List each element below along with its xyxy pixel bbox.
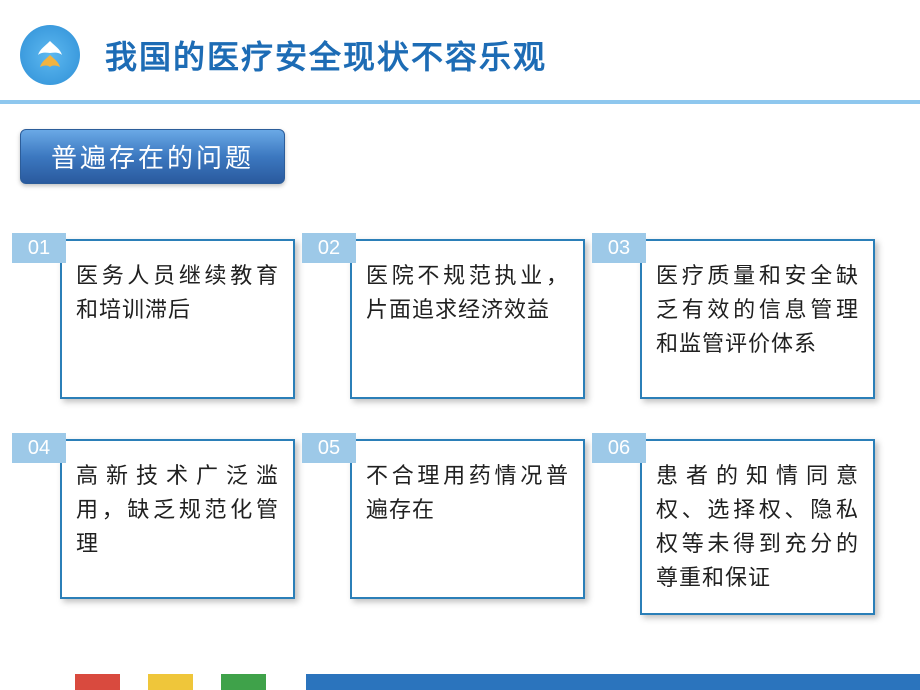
card-text: 医疗质量和安全缺乏有效的信息管理和监管评价体系: [640, 239, 875, 399]
card-number: 03: [592, 233, 646, 263]
footer-yellow: [148, 674, 193, 690]
header: 我国的医疗安全现状不容乐观: [0, 0, 920, 100]
page-title: 我国的医疗安全现状不容乐观: [105, 32, 547, 78]
card-text: 患者的知情同意权、选择权、隐私权等未得到充分的尊重和保证: [640, 439, 875, 615]
card-01: 01 医务人员继续教育和培训滞后: [60, 239, 295, 399]
card-text: 不合理用药情况普遍存在: [350, 439, 585, 599]
card-text: 高新技术广泛滥用，缺乏规范化管理: [60, 439, 295, 599]
card-number: 06: [592, 433, 646, 463]
subheader-badge: 普遍存在的问题: [20, 129, 285, 184]
card-number: 02: [302, 233, 356, 263]
footer-green: [221, 674, 266, 690]
footer-bar: [0, 674, 920, 690]
card-text: 医院不规范执业，片面追求经济效益: [350, 239, 585, 399]
card-number: 05: [302, 433, 356, 463]
card-03: 03 医疗质量和安全缺乏有效的信息管理和监管评价体系: [640, 239, 875, 399]
card-06: 06 患者的知情同意权、选择权、隐私权等未得到充分的尊重和保证: [640, 439, 875, 615]
logo-icon: [20, 25, 80, 85]
card-04: 04 高新技术广泛滥用，缺乏规范化管理: [60, 439, 295, 615]
card-02: 02 医院不规范执业，片面追求经济效益: [350, 239, 585, 399]
card-05: 05 不合理用药情况普遍存在: [350, 439, 585, 615]
card-number: 01: [12, 233, 66, 263]
card-grid: 01 医务人员继续教育和培训滞后 02 医院不规范执业，片面追求经济效益 03 …: [0, 184, 920, 615]
footer-blue: [306, 674, 920, 690]
card-text: 医务人员继续教育和培训滞后: [60, 239, 295, 399]
card-number: 04: [12, 433, 66, 463]
footer-red: [75, 674, 120, 690]
title-underline: [0, 100, 920, 104]
